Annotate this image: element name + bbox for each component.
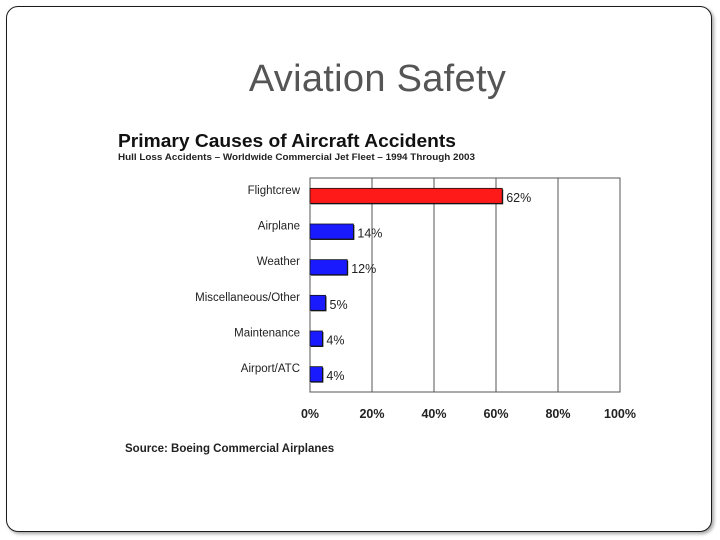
slide-title: Aviation Safety [248,58,507,100]
x-tick-label: 0% [301,407,319,421]
x-tick-label: 100% [604,407,636,421]
x-tick-label: 20% [359,407,384,421]
value-label: 12% [351,262,376,276]
bar-airport-atc [309,366,323,383]
category-label: Maintenance [234,328,300,340]
bar-airplane [309,223,354,240]
x-tick-label: 80% [545,407,570,421]
slide-frame [6,6,712,532]
value-label: 4% [326,369,344,383]
bar-weather [309,259,348,276]
value-label: 5% [330,298,348,312]
category-label: Weather [257,256,300,268]
category-label: Airport/ATC [241,363,300,375]
x-tick-label: 40% [421,407,446,421]
bar-flightcrew [309,187,503,204]
value-label: 14% [357,227,382,241]
bar-maintenance [309,330,323,347]
value-label: 62% [506,191,531,205]
plot-area-border [309,177,621,393]
chart-title: Primary Causes of Aircraft Accidents [118,130,456,151]
x-tick-label: 60% [483,407,508,421]
category-label: Flightcrew [248,185,301,197]
value-label: 4% [326,334,344,348]
bars [309,187,504,383]
labels: 0% 20% 40% 60% 80% 100% Flightcrew 62% Airplane 1… [195,185,636,421]
chart-source: Source: Boeing Commercial Airplanes [125,443,334,455]
chart-subtitle: Hull Loss Accidents – Worldwide Commerci… [118,152,475,162]
category-label: Miscellaneous/Other [195,292,300,304]
bar-miscellaneous-other [309,294,326,311]
category-label: Airplane [258,221,300,233]
gridlines [371,178,559,392]
